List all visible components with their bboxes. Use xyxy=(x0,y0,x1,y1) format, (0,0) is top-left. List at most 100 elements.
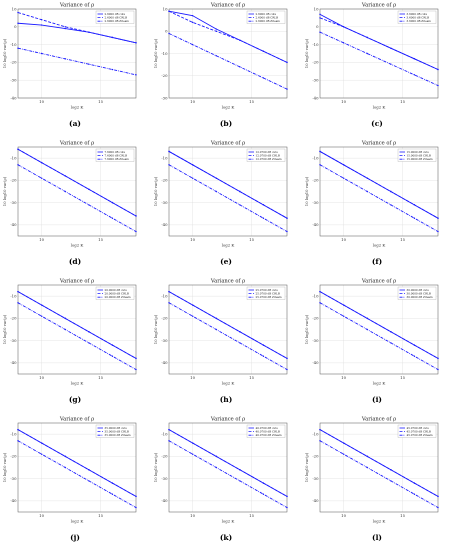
x-axis-label: log2 K xyxy=(222,105,235,110)
y-tick-label: -10 xyxy=(312,293,319,298)
plot-frame xyxy=(319,284,439,375)
y-axis-label: 10 log10 var(ρ) xyxy=(153,452,158,482)
data-point xyxy=(239,342,241,344)
series-line xyxy=(17,164,137,232)
panel-caption: (i) xyxy=(372,395,382,404)
legend-label: 25.0700 dB cuts xyxy=(256,288,279,292)
legend-label: 25.0700 dB CRLB xyxy=(256,292,280,296)
data-point xyxy=(319,164,321,166)
data-point xyxy=(17,11,19,14)
y-tick-label: 10 xyxy=(314,6,319,11)
series-line xyxy=(168,151,288,219)
data-point xyxy=(111,68,114,71)
data-point xyxy=(17,290,19,293)
data-point xyxy=(215,177,217,179)
legend-label: 20.0000 dB cuts xyxy=(105,288,128,292)
x-tick-label: 15 xyxy=(400,237,405,242)
data-point xyxy=(168,10,170,12)
legend-box xyxy=(397,148,437,162)
y-tick-label: -10 xyxy=(10,155,17,160)
y-tick-label: -20 xyxy=(10,316,17,321)
data-point xyxy=(239,469,241,471)
data-point xyxy=(191,442,194,444)
chart-title: Variance of ρ xyxy=(361,3,396,9)
data-point xyxy=(239,204,241,206)
legend-box xyxy=(246,10,286,24)
series-line xyxy=(319,291,439,359)
data-point xyxy=(390,190,392,193)
chart-title: Variance of ρ xyxy=(361,279,396,285)
data-point xyxy=(437,368,439,371)
data-point xyxy=(168,302,170,304)
data-point xyxy=(286,357,288,360)
chart-title: Variance of ρ xyxy=(59,417,94,423)
chart-panel: Variance of ρ 10 15 -40 -30 -20 -10 log2 K 10 lo… xyxy=(151,138,301,275)
chart-title: Variance of ρ xyxy=(361,141,396,147)
series-line xyxy=(319,17,439,70)
data-point xyxy=(64,455,66,458)
data-point xyxy=(64,190,66,193)
data-point xyxy=(342,164,345,166)
data-point xyxy=(437,230,439,233)
data-point xyxy=(342,442,345,444)
data-point xyxy=(215,466,217,469)
data-point xyxy=(319,302,321,304)
data-point xyxy=(413,482,416,484)
legend-box xyxy=(397,424,437,438)
data-point xyxy=(366,466,368,469)
data-point xyxy=(191,177,194,179)
data-point xyxy=(390,342,392,344)
data-point xyxy=(342,453,345,455)
legend-label: 15.0000 dB CRLB xyxy=(407,154,431,158)
chart-panel: Variance of ρ 10 15 -40 -30 -20 -10 log2 K 10 lo… xyxy=(0,276,150,413)
y-axis-label: 10 log10 var(ρ) xyxy=(2,452,7,482)
data-point xyxy=(17,148,19,150)
data-point xyxy=(40,161,43,164)
y-tick-label: -30 xyxy=(10,338,17,343)
legend-label: 12.0700 dB cuts xyxy=(256,150,279,154)
x-axis-label: log2 K xyxy=(373,381,386,386)
data-point xyxy=(437,495,439,498)
data-point xyxy=(239,190,241,193)
y-tick-label: -40 xyxy=(312,95,319,100)
line-chart: Variance of ρ 10 15 -30 -20 -10 0 10 log2 K 10 lo… xyxy=(153,3,288,110)
series-line xyxy=(168,440,288,508)
y-tick-label: -40 xyxy=(161,360,168,365)
y-tick-label: -40 xyxy=(10,498,17,503)
data-point xyxy=(286,495,288,498)
y-axis-label: 10 log10 var(ρ) xyxy=(2,176,7,206)
data-point xyxy=(191,315,194,317)
y-tick-label: -30 xyxy=(312,476,319,481)
y-tick-label: -20 xyxy=(10,454,17,459)
data-point xyxy=(319,17,321,19)
data-point xyxy=(413,217,416,219)
series-line xyxy=(168,164,288,232)
legend-label: 45.0700 dB cuts xyxy=(407,426,430,430)
data-point xyxy=(239,66,241,68)
y-tick-label: -10 xyxy=(161,431,168,436)
data-point xyxy=(111,344,114,346)
data-point xyxy=(413,493,416,495)
data-point xyxy=(215,55,217,57)
data-point xyxy=(17,22,19,24)
data-point xyxy=(413,74,416,76)
legend-box xyxy=(246,148,286,162)
x-tick-label: 10 xyxy=(341,375,346,380)
y-tick-label: -30 xyxy=(312,78,319,83)
y-tick-label: -20 xyxy=(161,454,168,459)
data-point xyxy=(262,355,265,357)
x-tick-label: 10 xyxy=(39,237,44,242)
data-point xyxy=(40,52,43,55)
panel-caption: (g) xyxy=(68,395,82,404)
x-tick-label: 10 xyxy=(341,99,346,104)
legend-label: 7.6000 dB Ziteam xyxy=(105,157,130,161)
line-chart: Variance of ρ 10 15 -40 -30 -20 -10 log2 K 10 lo… xyxy=(304,279,439,386)
data-point xyxy=(413,355,416,357)
data-point xyxy=(319,440,321,442)
y-axis-label: 10 log10 var(ρ) xyxy=(304,38,309,68)
x-tick-label: 10 xyxy=(341,237,346,242)
series-line xyxy=(319,164,439,232)
plot-frame xyxy=(319,422,439,513)
data-point xyxy=(286,61,288,64)
y-tick-label: -30 xyxy=(161,476,168,481)
